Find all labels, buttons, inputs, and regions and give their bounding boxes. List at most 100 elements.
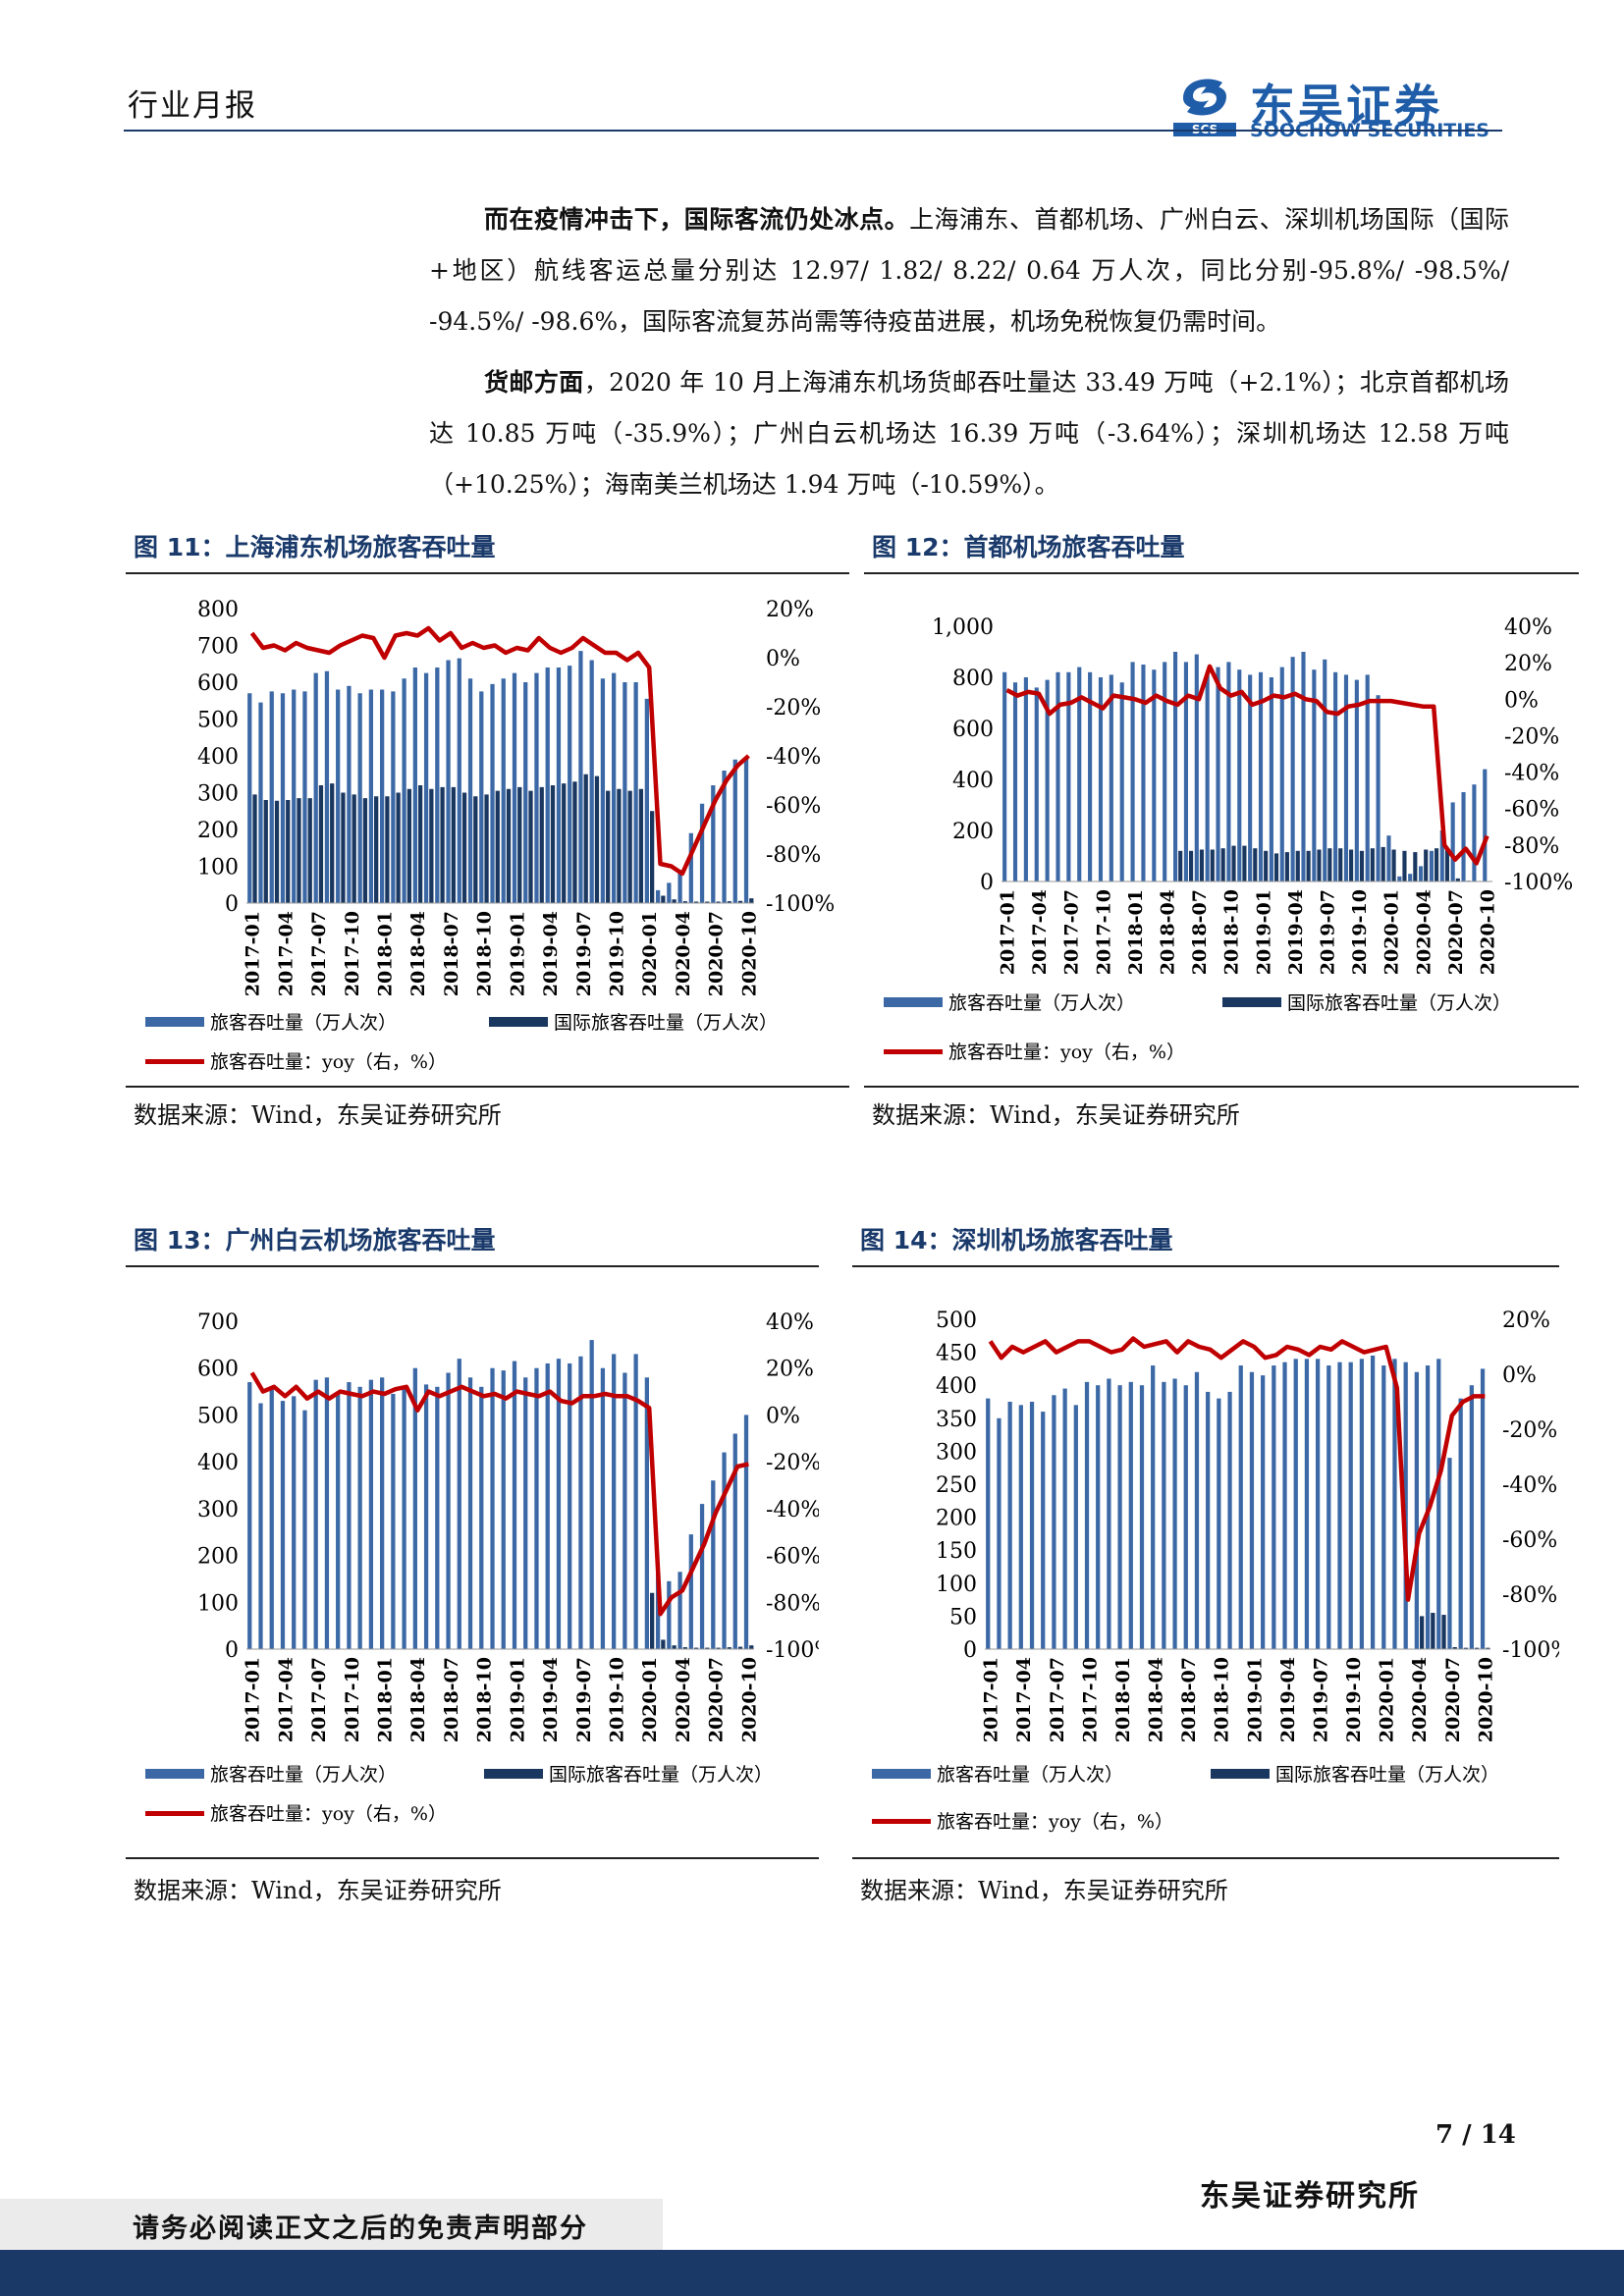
body-text: 而在疫情冲击下，国际客流仍处冰点。上海浦东、首都机场、广州白云、深圳机场国际（国… xyxy=(429,194,1509,520)
bar-passengers xyxy=(667,1580,672,1649)
bar-passengers xyxy=(1450,802,1455,881)
bar-passengers xyxy=(743,1415,749,1649)
page-number: 7 / 14 xyxy=(1435,2120,1516,2150)
y-left-tick-label: 700 xyxy=(197,635,239,660)
bar-international xyxy=(1486,1647,1490,1649)
y-right-tick-label: -100% xyxy=(1502,1638,1559,1663)
bar-passengers xyxy=(1023,677,1028,881)
y-left-tick-label: 150 xyxy=(936,1539,977,1564)
bar-passengers xyxy=(1447,1458,1452,1649)
x-tick-label: 2019-10 xyxy=(607,911,628,996)
bar-passengers xyxy=(1258,671,1264,881)
legend-swatch-passengers xyxy=(872,1769,931,1779)
footer-bar xyxy=(0,2250,1624,2296)
bar-passengers xyxy=(1408,874,1413,881)
x-tick-label: 2017-07 xyxy=(308,1657,330,1742)
bar-passengers xyxy=(1139,1385,1145,1649)
bar-international xyxy=(1452,1646,1457,1649)
bar-passengers xyxy=(446,1372,451,1649)
bar-international xyxy=(307,798,312,903)
x-tick-label: 2020-07 xyxy=(706,911,728,996)
x-tick-label: 2017-07 xyxy=(1061,889,1083,975)
y-left-tick-label: 300 xyxy=(197,1498,239,1522)
bar-passengers xyxy=(490,683,495,903)
bar-passengers xyxy=(1173,652,1178,881)
x-tick-label: 2020-04 xyxy=(1409,1657,1431,1742)
x-tick-label: 2019-04 xyxy=(1285,889,1307,975)
x-tick-label: 2020-10 xyxy=(1475,1657,1496,1742)
y-right-tick-label: -40% xyxy=(766,745,821,770)
bar-passengers xyxy=(1119,682,1124,881)
x-tick-label: 2018-01 xyxy=(1112,1657,1134,1742)
y-left-tick-label: 0 xyxy=(980,871,994,895)
bar-passengers xyxy=(1249,1371,1255,1649)
bar-passengers xyxy=(677,870,682,903)
bar-passengers xyxy=(1163,662,1167,881)
y-left-tick-label: 450 xyxy=(936,1342,977,1366)
x-tick-label: 2019-07 xyxy=(573,1657,595,1742)
legend-label-yoy: 旅客吞吐量：yoy（右，%） xyxy=(948,1041,1185,1063)
y-right-tick-label: 0% xyxy=(1504,688,1539,713)
bar-passengers xyxy=(1056,671,1060,881)
bar-passengers xyxy=(1483,769,1488,881)
bar-passengers xyxy=(1183,662,1188,881)
bar-passengers xyxy=(1007,1402,1012,1649)
figure-rule xyxy=(126,572,849,574)
figure-title: 图 14：深圳机场旅客吞吐量 xyxy=(860,1226,1173,1255)
x-tick-label: 2018-04 xyxy=(1157,889,1178,975)
paragraph-cargo-text: ，2020 年 10 月上海浦东机场货邮吞吐量达 33.49 万吨（+2.1%）… xyxy=(429,368,1509,499)
bar-passengers xyxy=(347,1382,352,1649)
x-tick-label: 2017-04 xyxy=(275,911,297,996)
bar-passengers xyxy=(1194,654,1199,881)
bar-passengers xyxy=(677,1572,682,1649)
x-tick-label: 2019-04 xyxy=(1277,1657,1299,1742)
y-right-tick-label: 20% xyxy=(766,598,814,622)
bar-passengers xyxy=(402,678,406,903)
bar-international xyxy=(562,783,567,903)
x-tick-label: 2018-10 xyxy=(474,1657,496,1742)
bar-international xyxy=(682,1647,687,1649)
bar-passengers xyxy=(1279,667,1284,881)
y-right-tick-label: -80% xyxy=(1502,1583,1557,1608)
bar-passengers xyxy=(490,1367,495,1649)
y-right-tick-label: -40% xyxy=(766,1498,819,1522)
bar-passengers xyxy=(1062,1388,1067,1649)
bar-passengers xyxy=(357,1386,362,1649)
bar-international xyxy=(1359,850,1365,881)
x-tick-label: 2018-04 xyxy=(407,911,429,996)
figure-source: 数据来源：Wind，东吴证券研究所 xyxy=(860,1877,1228,1904)
x-tick-label: 2020-10 xyxy=(738,911,760,996)
x-tick-label: 2020-04 xyxy=(1413,889,1435,975)
bar-passengers xyxy=(578,1356,583,1649)
paragraph-intl: 而在疫情冲击下，国际客流仍处冰点。上海浦东、首都机场、广州白云、深圳机场国际（国… xyxy=(429,194,1509,347)
figure-source: 数据来源：Wind，东吴证券研究所 xyxy=(134,1877,502,1904)
bar-international xyxy=(539,786,544,903)
bar-passengers xyxy=(347,685,352,903)
bar-passengers xyxy=(1018,1405,1023,1649)
legend-label-passengers: 旅客吞吐量（万人次） xyxy=(210,1012,397,1034)
bar-passengers xyxy=(545,667,550,903)
bar-international xyxy=(461,792,467,903)
bar-passengers xyxy=(457,1359,461,1649)
y-right-tick-label: -40% xyxy=(1502,1473,1557,1498)
bar-passengers xyxy=(1381,1365,1386,1649)
y-right-tick-label: -20% xyxy=(766,696,821,721)
y-right-tick-label: 20% xyxy=(1502,1308,1550,1333)
bar-passengers xyxy=(1128,1381,1133,1649)
y-right-tick-label: 40% xyxy=(766,1310,814,1335)
bar-international xyxy=(1474,1647,1480,1649)
y-right-tick-label: 20% xyxy=(1504,652,1552,676)
y-left-tick-label: 600 xyxy=(952,718,994,742)
bar-passengers xyxy=(1130,662,1135,881)
bar-international xyxy=(274,800,280,903)
bar-international xyxy=(506,788,512,903)
bar-international xyxy=(638,788,644,903)
x-tick-label: 2017-10 xyxy=(342,1657,363,1742)
bar-passengers xyxy=(545,1362,550,1649)
bar-international xyxy=(627,790,632,903)
bar-passengers xyxy=(479,691,484,903)
bar-passengers xyxy=(1436,1359,1441,1649)
bar-international xyxy=(583,774,588,903)
bar-international xyxy=(672,899,677,903)
bar-passengers xyxy=(1002,671,1007,881)
